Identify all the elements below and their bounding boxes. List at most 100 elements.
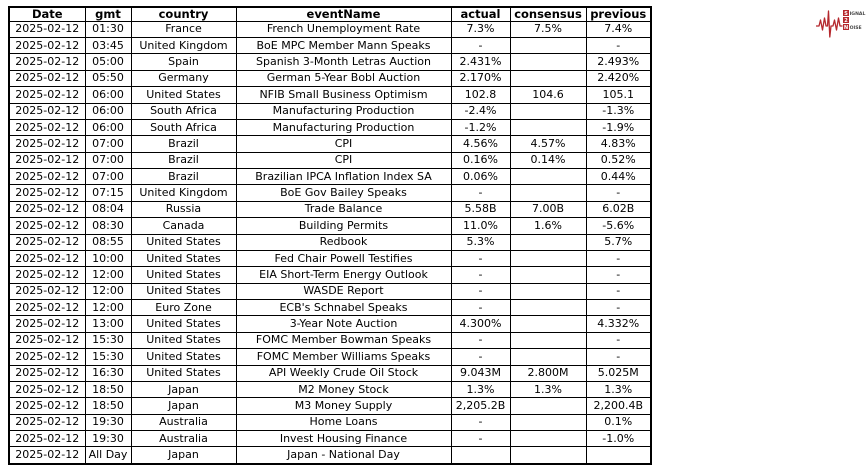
cell-country: Brazil <box>130 135 237 153</box>
cell-gmt: 10:00 <box>84 249 132 268</box>
cell-gmt: 18:50 <box>84 397 132 415</box>
cell-actual: 9.043M <box>450 364 511 382</box>
cell-previous: 7.4% <box>585 20 652 39</box>
table-row: 2025-02-12 08:04 Russia Trade Balance 5.58B 7… <box>8 200 652 219</box>
cell-gmt: 05:50 <box>84 69 132 88</box>
cell-eventname: Japan - National Day <box>235 446 452 465</box>
table-row: 2025-02-12 06:00 South Africa Manufacturing… <box>8 102 652 120</box>
table-row: 2025-02-12 13:00 United States 3-Year Note … <box>8 315 652 333</box>
cell-actual: 2,205.2B <box>450 397 511 415</box>
cell-country: Brazil <box>130 168 237 186</box>
cell-previous <box>585 446 652 465</box>
cell-date: 2025-02-12 <box>8 168 86 186</box>
cell-eventname: Trade Balance <box>235 200 452 219</box>
cell-country: France <box>130 20 237 39</box>
cell-date: 2025-02-12 <box>8 200 86 219</box>
column-header-country: country <box>130 6 237 22</box>
cell-date: 2025-02-12 <box>8 233 86 251</box>
cell-date: 2025-02-12 <box>8 69 86 88</box>
cell-country: United States <box>130 282 237 301</box>
cell-actual: - <box>450 249 511 268</box>
cell-country: Brazil <box>130 151 237 170</box>
cell-eventname: Building Permits <box>235 217 452 235</box>
cell-actual: 4.56% <box>450 135 511 153</box>
table-row: 2025-02-12 12:00 United States EIA Short-Te… <box>8 266 652 284</box>
cell-actual: 0.16% <box>450 151 511 170</box>
cell-country: South Africa <box>130 118 237 137</box>
table-row: 2025-02-12 06:00 South Africa Manufacturing… <box>8 118 652 137</box>
cell-gmt: 05:00 <box>84 53 132 71</box>
cell-consensus: 2.800M <box>509 364 587 382</box>
cell-consensus <box>509 299 587 317</box>
header-row: Date gmt country eventName actual consensus pr… <box>8 6 652 22</box>
cell-consensus <box>509 233 587 251</box>
cell-actual: 11.0% <box>450 217 511 235</box>
cell-gmt: 13:00 <box>84 315 132 333</box>
cell-country: United States <box>130 266 237 284</box>
cell-actual: - <box>450 266 511 284</box>
cell-country: Japan <box>130 397 237 415</box>
cell-previous: 105.1 <box>585 86 652 104</box>
cell-date: 2025-02-12 <box>8 53 86 71</box>
cell-previous: 6.02B <box>585 200 652 219</box>
cell-country: United States <box>130 315 237 333</box>
cell-date: 2025-02-12 <box>8 86 86 104</box>
cell-consensus: 7.5% <box>509 20 587 39</box>
cell-date: 2025-02-12 <box>8 364 86 382</box>
cell-actual: 4.300% <box>450 315 511 333</box>
column-header-date: Date <box>8 6 86 22</box>
cell-actual: 0.06% <box>450 168 511 186</box>
cell-consensus <box>509 69 587 88</box>
cell-date: 2025-02-12 <box>8 413 86 432</box>
cell-consensus <box>509 168 587 186</box>
cell-eventname: Redbook <box>235 233 452 251</box>
cell-gmt: 06:00 <box>84 102 132 120</box>
cell-consensus <box>509 118 587 137</box>
cell-date: 2025-02-12 <box>8 249 86 268</box>
cell-consensus <box>509 446 587 465</box>
cell-country: United States <box>130 86 237 104</box>
cell-date: 2025-02-12 <box>8 397 86 415</box>
table-row: 2025-02-12 19:30 Australia Invest Housing F… <box>8 430 652 448</box>
cell-gmt: 19:30 <box>84 413 132 432</box>
cell-consensus <box>509 37 587 55</box>
cell-previous: 2.420% <box>585 69 652 88</box>
column-header-actual: actual <box>450 6 511 22</box>
cell-eventname: FOMC Member Bowman Speaks <box>235 331 452 350</box>
cell-consensus <box>509 430 587 448</box>
cell-gmt: 16:30 <box>84 364 132 382</box>
cell-previous: - <box>585 348 652 366</box>
cell-date: 2025-02-12 <box>8 37 86 55</box>
cell-consensus <box>509 249 587 268</box>
cell-actual: - <box>450 430 511 448</box>
cell-consensus: 1.3% <box>509 380 587 399</box>
cell-actual: 5.58B <box>450 200 511 219</box>
cell-country: United States <box>130 233 237 251</box>
cell-country: South Africa <box>130 102 237 120</box>
cell-consensus <box>509 397 587 415</box>
cell-actual: 2.431% <box>450 53 511 71</box>
cell-date: 2025-02-12 <box>8 266 86 284</box>
cell-actual: 102.8 <box>450 86 511 104</box>
table-row: 2025-02-12 07:00 Brazil Brazilian IPCA Infl… <box>8 168 652 186</box>
cell-gmt: 06:00 <box>84 86 132 104</box>
cell-previous: -5.6% <box>585 217 652 235</box>
cell-date: 2025-02-12 <box>8 217 86 235</box>
table-row: 2025-02-12 19:30 Australia Home Loans - 0.1% <box>8 413 652 432</box>
table-row: 2025-02-12 15:30 United States FOMC Member … <box>8 348 652 366</box>
logo-noise-initial: N <box>844 25 848 31</box>
cell-previous: 4.332% <box>585 315 652 333</box>
cell-eventname: Manufacturing Production <box>235 102 452 120</box>
cell-country: Spain <box>130 53 237 71</box>
economic-calendar-table: Date gmt country eventName actual consensus pr… <box>8 6 652 465</box>
cell-date: 2025-02-12 <box>8 299 86 317</box>
cell-actual: -1.2% <box>450 118 511 137</box>
cell-gmt: 12:00 <box>84 282 132 301</box>
cell-gmt: 12:00 <box>84 299 132 317</box>
cell-country: Germany <box>130 69 237 88</box>
calendar-table-body: 2025-02-12 01:30 France French Unemployment… <box>8 20 652 465</box>
logo-middle-character: 2 <box>844 18 848 24</box>
cell-country: United Kingdom <box>130 184 237 202</box>
signal2noise-logo: S IGNAL 2 N OISE <box>816 10 865 38</box>
cell-eventname: FOMC Member Williams Speaks <box>235 348 452 366</box>
